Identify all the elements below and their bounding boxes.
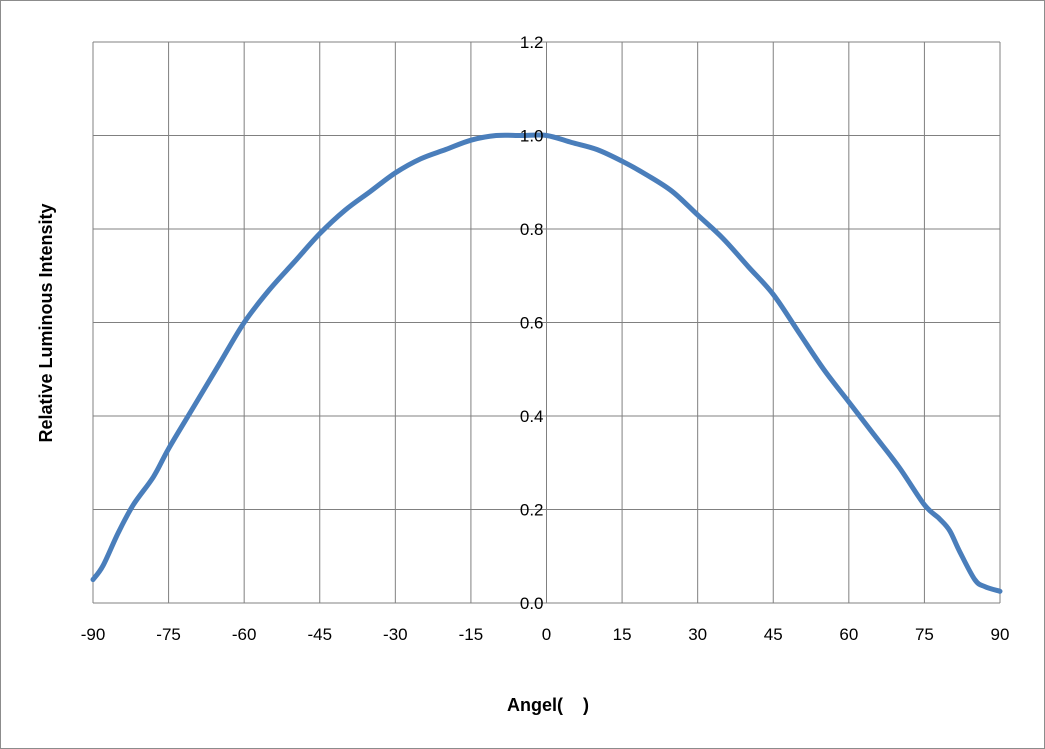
x-tick-label: 45 [764, 625, 783, 644]
y-axis-title: Relative Luminous Intensity [36, 203, 56, 442]
x-axis-ticks: -90 -75 -60 -45 -30 -15 0 15 30 45 60 75 90 [81, 625, 1010, 644]
x-tick-label: 90 [991, 625, 1010, 644]
x-tick-label: 60 [839, 625, 858, 644]
x-tick-label: -45 [307, 625, 332, 644]
x-axis-title: Angel( ) [507, 695, 589, 715]
x-tick-label: -60 [232, 625, 257, 644]
y-tick-label: 1.0 [520, 127, 544, 146]
series-layer [90, 132, 1003, 594]
x-tick-label: 30 [688, 625, 707, 644]
y-tick-label: 0.4 [520, 407, 544, 426]
y-tick-label: 0.2 [520, 501, 544, 520]
x-tick-label: -30 [383, 625, 408, 644]
y-tick-label: 1.2 [520, 33, 544, 52]
x-tick-label: 75 [915, 625, 934, 644]
x-tick-label: -75 [156, 625, 181, 644]
series-line [90, 132, 1003, 594]
x-tick-label: 0 [542, 625, 551, 644]
x-tick-label: -90 [81, 625, 106, 644]
y-tick-label: 0.6 [520, 314, 544, 333]
x-tick-label: -15 [459, 625, 484, 644]
y-tick-label: 0.0 [520, 594, 544, 613]
x-tick-label: 15 [613, 625, 632, 644]
y-tick-label: 0.8 [520, 220, 544, 239]
y-axis-ticks: 0.0 0.2 0.4 0.6 0.8 1.0 1.2 [520, 33, 544, 613]
